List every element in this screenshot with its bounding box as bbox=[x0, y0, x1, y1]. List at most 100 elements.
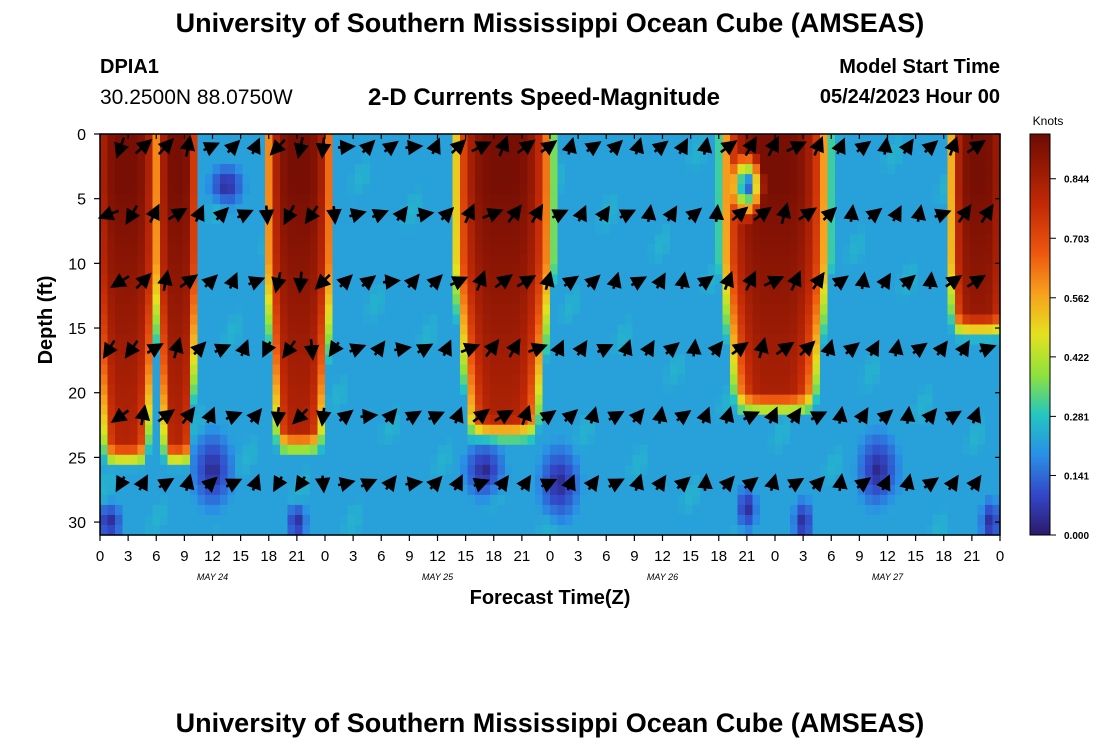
heat-cell bbox=[850, 474, 859, 486]
heat-cell bbox=[220, 494, 229, 506]
heat-cell bbox=[760, 304, 769, 316]
heat-cell bbox=[677, 174, 686, 185]
heat-cell bbox=[535, 404, 544, 416]
heat-cell bbox=[977, 134, 986, 145]
heat-cell bbox=[722, 164, 731, 175]
heat-cell bbox=[580, 494, 589, 506]
heat-cell bbox=[715, 364, 724, 376]
heat-cell bbox=[760, 484, 769, 496]
heat-cell bbox=[557, 284, 566, 296]
heat-cell bbox=[640, 194, 649, 205]
heat-cell bbox=[662, 364, 671, 376]
heat-cell bbox=[865, 394, 874, 406]
current-vector bbox=[114, 137, 129, 159]
heat-cell bbox=[632, 204, 641, 215]
heat-cell bbox=[977, 194, 986, 205]
heat-cell bbox=[295, 214, 304, 225]
heat-cell bbox=[175, 524, 184, 536]
heat-cell bbox=[760, 184, 769, 195]
heat-cell bbox=[385, 314, 394, 326]
heat-cell bbox=[790, 204, 799, 215]
heat-cell bbox=[497, 424, 506, 436]
heat-cell bbox=[317, 434, 326, 446]
heat-cell bbox=[115, 344, 124, 356]
heat-cell bbox=[527, 304, 536, 316]
heat-cell bbox=[197, 224, 206, 235]
heat-cell bbox=[850, 434, 859, 446]
heat-cell bbox=[902, 174, 911, 185]
heat-cell bbox=[385, 424, 394, 436]
heat-cell bbox=[647, 444, 656, 456]
heat-cell bbox=[490, 434, 499, 446]
heat-cell bbox=[662, 294, 671, 306]
heat-cell bbox=[122, 454, 131, 466]
heat-cell bbox=[790, 494, 799, 506]
heat-cell bbox=[370, 374, 379, 386]
heat-cell bbox=[632, 334, 641, 346]
heat-cell bbox=[887, 454, 896, 466]
heat-cell bbox=[572, 364, 581, 376]
heat-cell bbox=[130, 434, 139, 446]
current-vector bbox=[201, 406, 216, 424]
heat-cell bbox=[107, 224, 116, 235]
heat-cell bbox=[992, 314, 1001, 326]
heat-cell bbox=[107, 244, 116, 255]
heat-cell bbox=[137, 444, 146, 456]
heat-cell bbox=[565, 214, 574, 225]
heat-cell bbox=[940, 424, 949, 436]
heat-cell bbox=[917, 394, 926, 406]
heat-cell bbox=[257, 474, 266, 486]
heat-cell bbox=[557, 194, 566, 205]
heat-cell bbox=[722, 314, 731, 326]
heat-cell bbox=[407, 444, 416, 456]
heat-cell bbox=[925, 424, 934, 436]
heat-cell bbox=[415, 224, 424, 235]
heat-cell bbox=[115, 324, 124, 336]
heat-cell bbox=[602, 374, 611, 386]
heat-cell bbox=[902, 454, 911, 466]
heat-cell bbox=[152, 384, 161, 396]
heat-cell bbox=[512, 174, 521, 185]
heat-cell bbox=[722, 344, 731, 356]
heat-cell bbox=[865, 134, 874, 145]
heat-cell bbox=[745, 314, 754, 326]
heat-cell bbox=[730, 514, 739, 526]
heat-cell bbox=[602, 354, 611, 366]
heat-cell bbox=[182, 394, 191, 406]
heat-cell bbox=[617, 524, 626, 536]
heat-cell bbox=[827, 444, 836, 456]
heat-cell bbox=[550, 304, 559, 316]
heat-cell bbox=[745, 364, 754, 376]
heat-cell bbox=[707, 174, 716, 185]
heat-cell bbox=[437, 424, 446, 436]
heat-cell bbox=[670, 364, 679, 376]
heat-cell bbox=[505, 204, 514, 215]
heat-cell bbox=[610, 354, 619, 366]
heat-cell bbox=[887, 364, 896, 376]
heat-cell bbox=[797, 434, 806, 446]
heat-cell bbox=[145, 384, 154, 396]
heat-cell bbox=[790, 334, 799, 346]
heat-cell bbox=[167, 374, 176, 386]
heat-cell bbox=[947, 244, 956, 255]
heat-cell bbox=[745, 194, 754, 205]
heat-cell bbox=[370, 314, 379, 326]
heat-cell bbox=[610, 344, 619, 356]
heat-cell bbox=[782, 324, 791, 336]
heat-cell bbox=[692, 314, 701, 326]
heat-cell bbox=[400, 134, 409, 145]
heat-cell bbox=[152, 244, 161, 255]
heat-cell bbox=[625, 144, 634, 155]
heat-cell bbox=[302, 494, 311, 506]
heat-cell bbox=[700, 234, 709, 245]
heat-cell bbox=[872, 254, 881, 265]
heat-cell bbox=[895, 314, 904, 326]
heat-cell bbox=[137, 194, 146, 205]
heat-cell bbox=[887, 524, 896, 536]
heat-cell bbox=[805, 494, 814, 506]
heat-cell bbox=[715, 134, 724, 145]
heat-cell bbox=[812, 324, 821, 336]
heat-cell bbox=[992, 424, 1001, 436]
heat-cell bbox=[655, 454, 664, 466]
heat-cell bbox=[400, 194, 409, 205]
